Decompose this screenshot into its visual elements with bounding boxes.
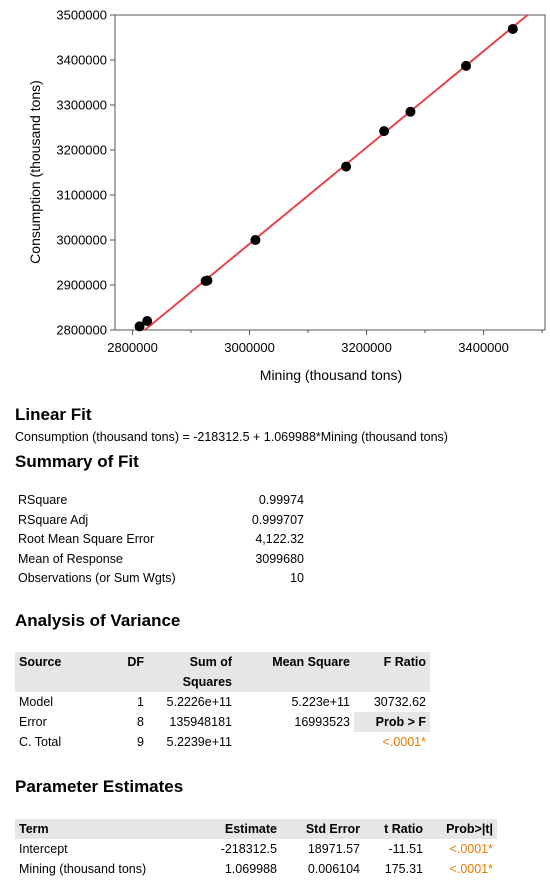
summary-value: 4,122.32: [255, 532, 304, 546]
summary-of-fit-table: RSquare 0.99974 RSquare Adj 0.999707 Root …: [18, 491, 304, 589]
table-row: Model 1 5.2226e+11 5.223e+11 30732.62: [15, 692, 430, 712]
summary-row: Observations (or Sum Wgts) 10: [18, 569, 304, 589]
data-point: [341, 161, 352, 172]
linear-fit-title: Linear Fit: [15, 405, 92, 424]
anova-table: Source DF Sum of Squares Mean Square F Ra…: [15, 652, 430, 752]
parameter-estimates-table: Term Estimate Std Error t Ratio Prob>|t|…: [15, 819, 497, 879]
anova-ms: 5.223e+11: [291, 695, 350, 709]
data-point: [405, 106, 416, 117]
anova-ms-empty: [236, 732, 354, 752]
summary-value: 0.999707: [251, 512, 304, 527]
pe-header-std-error: Std Error: [281, 819, 364, 839]
anova-df: 9: [137, 735, 144, 749]
pe-header-prob: Prob>|t|: [427, 819, 497, 839]
y-tick-label: 2900000: [56, 278, 107, 293]
parameter-estimates-title: Parameter Estimates: [15, 777, 184, 796]
summary-row: Mean of Response 3099680: [18, 550, 304, 570]
data-point: [507, 23, 518, 34]
y-tick-label: 3100000: [56, 188, 107, 203]
fit-equation: Consumption (thousand tons) = -218312.5 …: [15, 430, 448, 444]
anova-title: Analysis of Variance: [15, 611, 181, 630]
anova-header-df: DF: [95, 652, 148, 692]
anova-df: 1: [137, 695, 144, 709]
y-tick-label: 3500000: [56, 8, 107, 23]
pe-header-term: Term: [15, 819, 193, 839]
summary-label: Root Mean Square Error: [18, 532, 155, 546]
anova-f-ratio: 30732.62: [373, 695, 426, 709]
x-tick-label: 2800000: [107, 340, 158, 355]
pe-header-estimate: Estimate: [193, 819, 281, 839]
table-row: Mining (thousand tons) 1.069988 0.006104…: [15, 859, 497, 879]
pe-prob: <.0001*: [449, 862, 493, 876]
anova-header-ss: Sum of Squares: [148, 652, 236, 692]
y-tick-label: 2800000: [56, 323, 107, 338]
anova-source: Model: [19, 695, 54, 709]
data-point: [250, 235, 261, 245]
data-point: [142, 316, 153, 326]
anova-prob-label: Prob > F: [354, 712, 430, 732]
summary-row: RSquare Adj 0.999707: [18, 511, 304, 531]
table-row: C. Total 9 5.2239e+11 <.0001*: [15, 732, 430, 752]
summary-value: 0.99974: [258, 493, 304, 507]
x-tick-label: 3200000: [341, 340, 392, 355]
x-tick-label: 3400000: [458, 340, 509, 355]
pe-t-ratio: 175.31: [384, 862, 423, 876]
summary-value: 3099680: [255, 551, 304, 566]
scatter-plot: 2800000 3000000 3200000 3400000 2800000 29000…: [27, 8, 546, 383]
y-tick-label: 3200000: [56, 143, 107, 158]
data-point: [461, 60, 472, 71]
pe-estimate: 1.069988: [224, 862, 277, 876]
x-axis-label: Mining (thousand tons): [260, 367, 402, 383]
anova-source: Error: [19, 715, 47, 729]
plot-frame: [114, 14, 546, 331]
summary-label: RSquare Adj: [18, 512, 89, 527]
pe-term: Mining (thousand tons): [19, 862, 147, 876]
anova-ss: 135948181: [169, 715, 232, 729]
anova-source: C. Total: [19, 735, 62, 749]
anova-header-ms: Mean Square: [236, 652, 354, 692]
pe-prob: <.0001*: [449, 842, 493, 856]
x-tick-label: 3000000: [224, 340, 275, 355]
anova-prob-value: <.0001*: [382, 735, 426, 749]
table-row: Intercept -218312.5 18971.57 -11.51 <.00…: [15, 839, 497, 859]
summary-label: RSquare: [18, 493, 68, 507]
data-point: [134, 321, 145, 332]
summary-row: RSquare 0.99974: [18, 491, 304, 511]
y-tick-label: 3300000: [56, 98, 107, 113]
anova-ms: 16993523: [294, 715, 350, 729]
data-point: [202, 275, 213, 286]
anova-header-source: Source: [15, 652, 95, 692]
pe-term: Intercept: [19, 842, 68, 856]
pe-estimate: -218312.5: [220, 842, 277, 856]
anova-header-f: F Ratio: [354, 652, 430, 692]
anova-df: 8: [137, 715, 144, 729]
anova-header-ss-line2: Squares: [182, 675, 232, 689]
y-tick-label: 3400000: [56, 53, 107, 68]
anova-ss: 5.2239e+11: [166, 735, 232, 749]
pe-header-t-ratio: t Ratio: [364, 819, 427, 839]
summary-label: Mean of Response: [18, 551, 123, 566]
y-axis-label: Consumption (thousand tons): [27, 80, 43, 264]
pe-std-error: 0.006104: [307, 862, 360, 876]
anova-ss: 5.2226e+11: [166, 695, 232, 709]
table-row: Error 8 135948181 16993523 Prob > F: [15, 712, 430, 732]
pe-std-error: 18971.57: [307, 842, 360, 856]
pe-t-ratio: -11.51: [388, 842, 423, 856]
y-tick-label: 3000000: [56, 233, 107, 248]
summary-row: Root Mean Square Error 4,122.32: [18, 530, 304, 550]
data-point: [379, 126, 390, 137]
anova-header-ss-line1: Sum of: [189, 655, 232, 669]
summary-of-fit-title: Summary of Fit: [15, 452, 139, 471]
summary-value: 10: [290, 571, 304, 585]
summary-label: Observations (or Sum Wgts): [18, 571, 176, 585]
